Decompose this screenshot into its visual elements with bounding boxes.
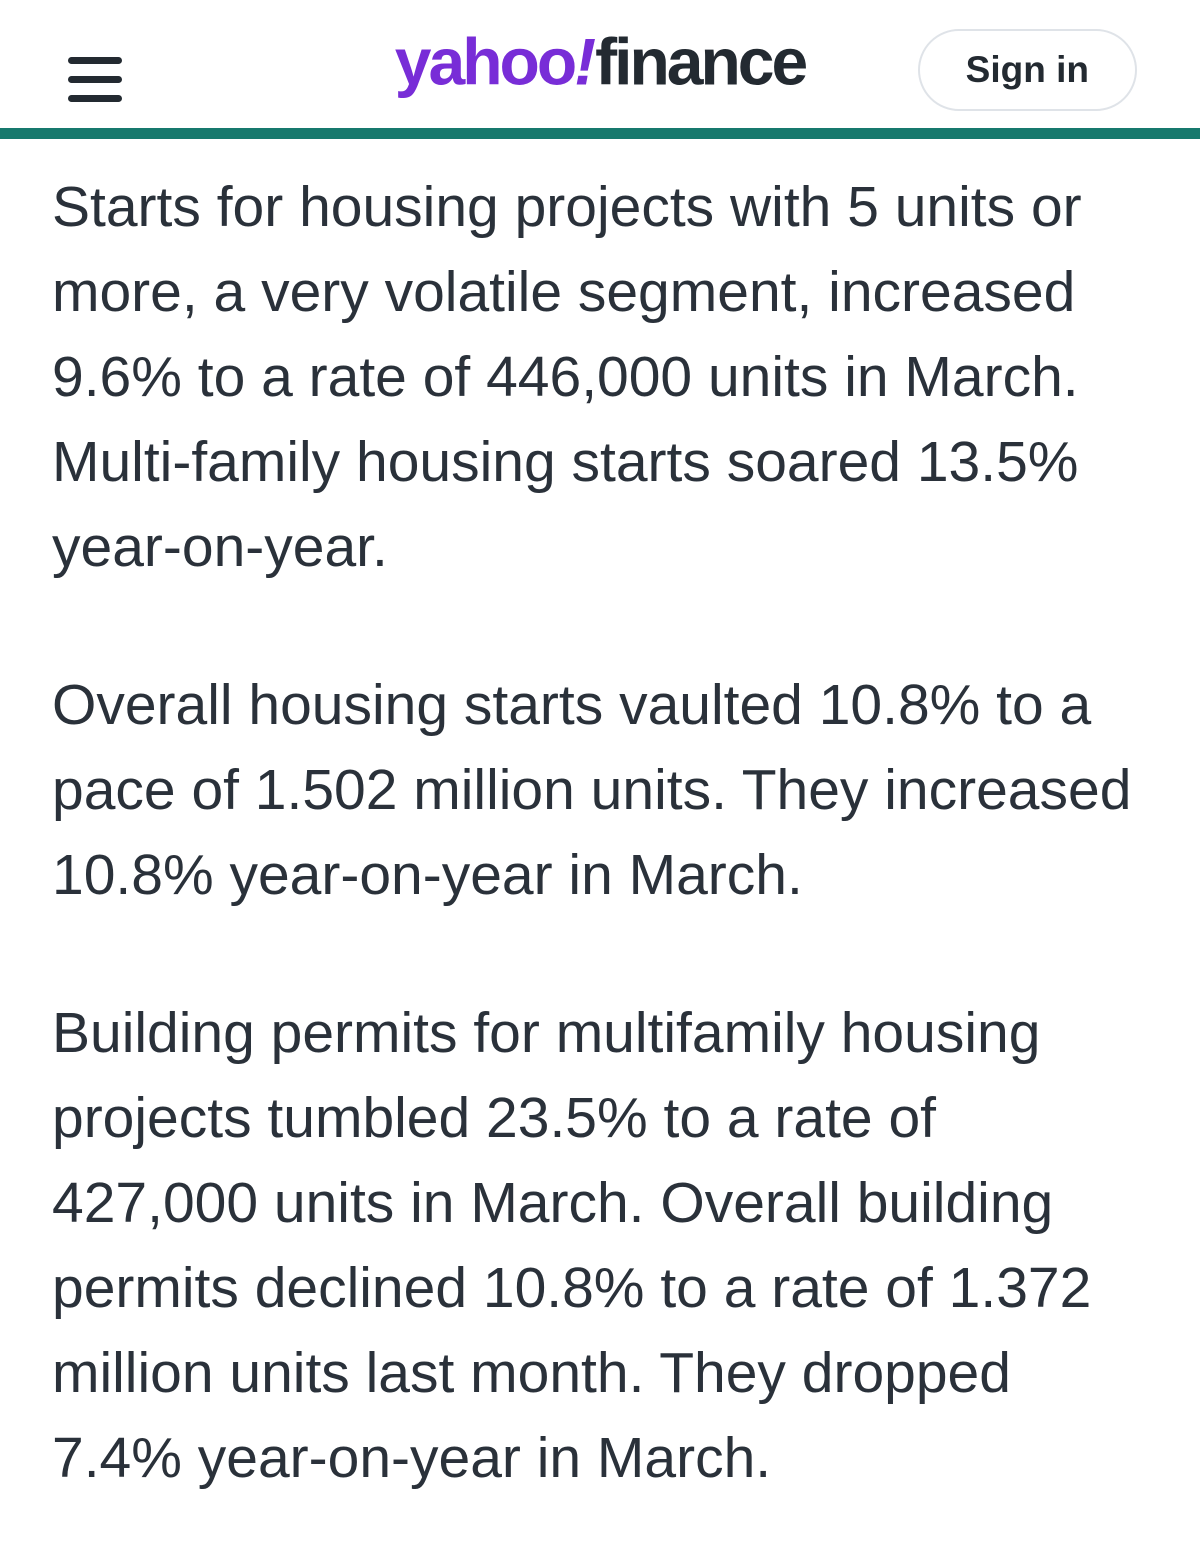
article-paragraph-2: Overall housing starts vaulted 10.8% to … bbox=[52, 673, 1132, 907]
yahoo-finance-logo[interactable]: yahoo!finance bbox=[395, 28, 808, 94]
menu-button[interactable] bbox=[52, 43, 138, 115]
article-paragraph-3: Building permits for multifamily housing… bbox=[52, 1001, 1092, 1490]
hamburger-menu-icon bbox=[68, 57, 122, 102]
logo-exclamation: ! bbox=[574, 24, 596, 99]
logo-yahoo-text: yahoo bbox=[394, 24, 577, 99]
article-body: Starts for housing projects with 5 units… bbox=[0, 139, 1200, 1501]
app-header: yahoo!finance Sign in bbox=[0, 0, 1200, 139]
article-paragraph-1: Starts for housing projects with 5 units… bbox=[52, 175, 1082, 579]
sign-in-button[interactable]: Sign in bbox=[917, 29, 1137, 111]
logo-finance-text: finance bbox=[595, 24, 808, 99]
